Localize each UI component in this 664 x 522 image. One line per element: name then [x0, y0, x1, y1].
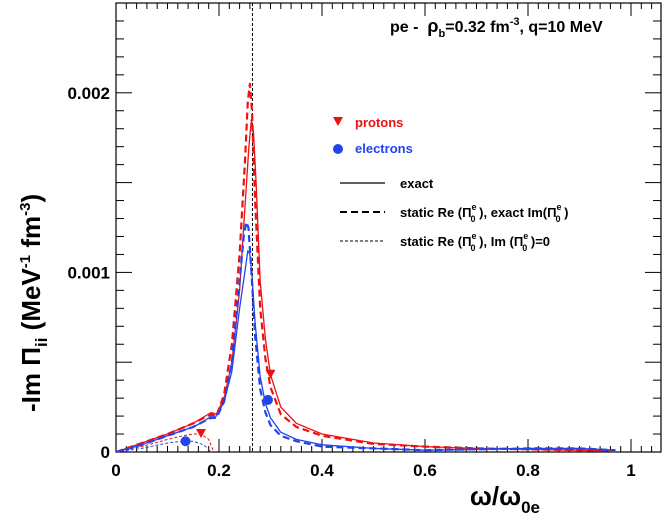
y-tick-label: 0	[101, 443, 110, 462]
series-line-protons-solid	[115, 119, 616, 453]
y-tick-label: 0.001	[67, 263, 110, 282]
protons-marker	[265, 369, 276, 379]
electrons-marker	[180, 436, 191, 447]
y-axis-title: -Im Πii (MeV-1 fm-3)	[16, 194, 51, 412]
legend-electrons-marker	[333, 144, 343, 154]
legend-exact-label: exact	[400, 176, 434, 191]
legend-dashed-label: static Re (Πe 0 ), exact Im(Πe 0 )	[400, 202, 568, 224]
electrons-marker	[262, 394, 273, 405]
legend-protons-marker	[333, 117, 343, 126]
series-line-protons-dashed	[115, 82, 616, 454]
protons-marker	[195, 429, 206, 439]
y-axis-ticks: 0 0.001 0.002	[67, 2, 661, 462]
legend-lines: exact static Re (Πe 0 ), exact Im(Πe 0 ) s…	[340, 176, 568, 253]
chart-title: pe - ρb=0.32 fm-3, q=10 MeV	[390, 16, 603, 40]
y-tick-label: 0.002	[67, 84, 110, 103]
x-axis-ticks: 0 0.2 0.4 0.6 0.8 1	[111, 3, 653, 480]
x-tick-label: 0.8	[516, 461, 540, 480]
x-tick-label: 0.4	[310, 461, 334, 480]
x-tick-label: 0	[111, 461, 120, 480]
x-axis-title: ω/ω0e	[470, 481, 540, 517]
legend-protons-label: protons	[355, 115, 403, 130]
series-line-protons-dotted	[115, 433, 215, 453]
marker-layer	[180, 369, 276, 447]
legend-dotted-label: static Re (Πe 0 ), Im (Πe 0 )=0	[400, 231, 550, 253]
x-tick-label: 1	[626, 461, 635, 480]
plot-frame	[115, 2, 662, 453]
series-layer	[115, 82, 616, 454]
x-tick-label: 0.6	[413, 461, 437, 480]
series-line-electrons-dashed	[115, 221, 616, 454]
series-line-electrons-solid	[115, 250, 616, 453]
legend-species: protons electrons	[333, 115, 413, 156]
legend-electrons-label: electrons	[355, 141, 413, 156]
x-tick-label: 0.2	[207, 461, 231, 480]
